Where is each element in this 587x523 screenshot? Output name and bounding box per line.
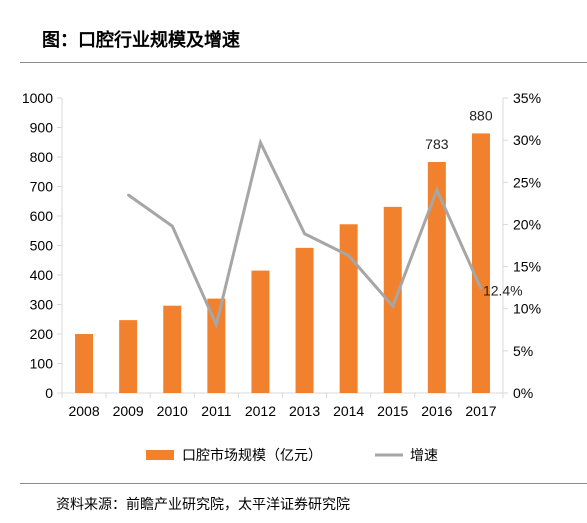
legend-label-line: 增速 <box>410 448 438 464</box>
legend-label-bar: 口腔市场规模（亿元） <box>182 447 322 464</box>
right-tick-label: 0% <box>513 385 533 401</box>
title-divider <box>20 62 587 63</box>
x-tick-label: 2009 <box>113 403 144 419</box>
x-tick-label: 2016 <box>421 403 452 419</box>
x-tick-label: 2012 <box>245 403 276 419</box>
x-tick-label: 2010 <box>157 403 188 419</box>
data-label: 880 <box>469 107 493 123</box>
growth-point <box>479 287 483 290</box>
x-tick-label: 2008 <box>68 403 99 419</box>
right-tick-label: 35% <box>513 90 541 106</box>
growth-point <box>303 232 306 235</box>
right-tick-label: 25% <box>513 174 541 190</box>
growth-point <box>347 254 350 257</box>
growth-point <box>126 193 130 197</box>
left-tick-label: 700 <box>30 179 54 195</box>
right-tick-label: 10% <box>513 301 541 317</box>
left-tick-label: 800 <box>30 149 54 165</box>
footer-divider <box>20 483 587 484</box>
left-tick-label: 900 <box>30 120 54 136</box>
bar <box>339 224 358 393</box>
right-tick-label: 30% <box>513 132 541 148</box>
right-tick-label: 20% <box>513 216 541 232</box>
left-tick-label: 600 <box>30 208 54 224</box>
bar <box>251 270 270 393</box>
bar <box>295 247 314 393</box>
x-tick-label: 2017 <box>465 403 496 419</box>
growth-point <box>391 304 394 308</box>
x-tick-label: 2011 <box>201 403 231 419</box>
left-tick-label: 1000 <box>22 90 53 106</box>
bar <box>207 298 226 393</box>
right-tick-label: 5% <box>513 343 533 359</box>
growth-point <box>215 323 218 326</box>
bar-line-chart: 0 100 200 300 400 500 600 700 800 900 1000 0% 5% 10% 1… <box>22 90 541 464</box>
bar <box>471 133 490 393</box>
left-tick-label: 200 <box>30 326 54 342</box>
right-tick-label: 15% <box>513 259 541 275</box>
x-tick-label: 2015 <box>377 403 408 419</box>
bar <box>383 206 402 393</box>
x-tick-label: 2014 <box>333 403 364 419</box>
growth-point <box>259 141 262 144</box>
data-label: 12.4% <box>483 282 523 298</box>
source-note: 资料来源：前瞻产业研究院，太平洋证券研究院 <box>56 497 350 513</box>
bar <box>119 320 138 393</box>
left-tick-label: 100 <box>30 356 54 372</box>
left-tick-label: 500 <box>30 238 54 254</box>
left-tick-label: 300 <box>30 297 54 313</box>
chart-title: 图：口腔行业规模及增速 <box>42 30 240 51</box>
x-tick-label: 2013 <box>289 403 320 419</box>
chart-header: 图：口腔行业规模及增速 <box>0 0 587 63</box>
growth-point <box>435 188 439 192</box>
left-tick-label: 0 <box>45 385 53 401</box>
bar <box>427 162 446 393</box>
data-label: 783 <box>425 136 449 152</box>
bar <box>75 334 94 393</box>
legend-swatch-bar <box>146 450 174 460</box>
left-tick-label: 400 <box>30 267 54 283</box>
bar <box>163 305 182 393</box>
growth-point <box>171 224 174 228</box>
